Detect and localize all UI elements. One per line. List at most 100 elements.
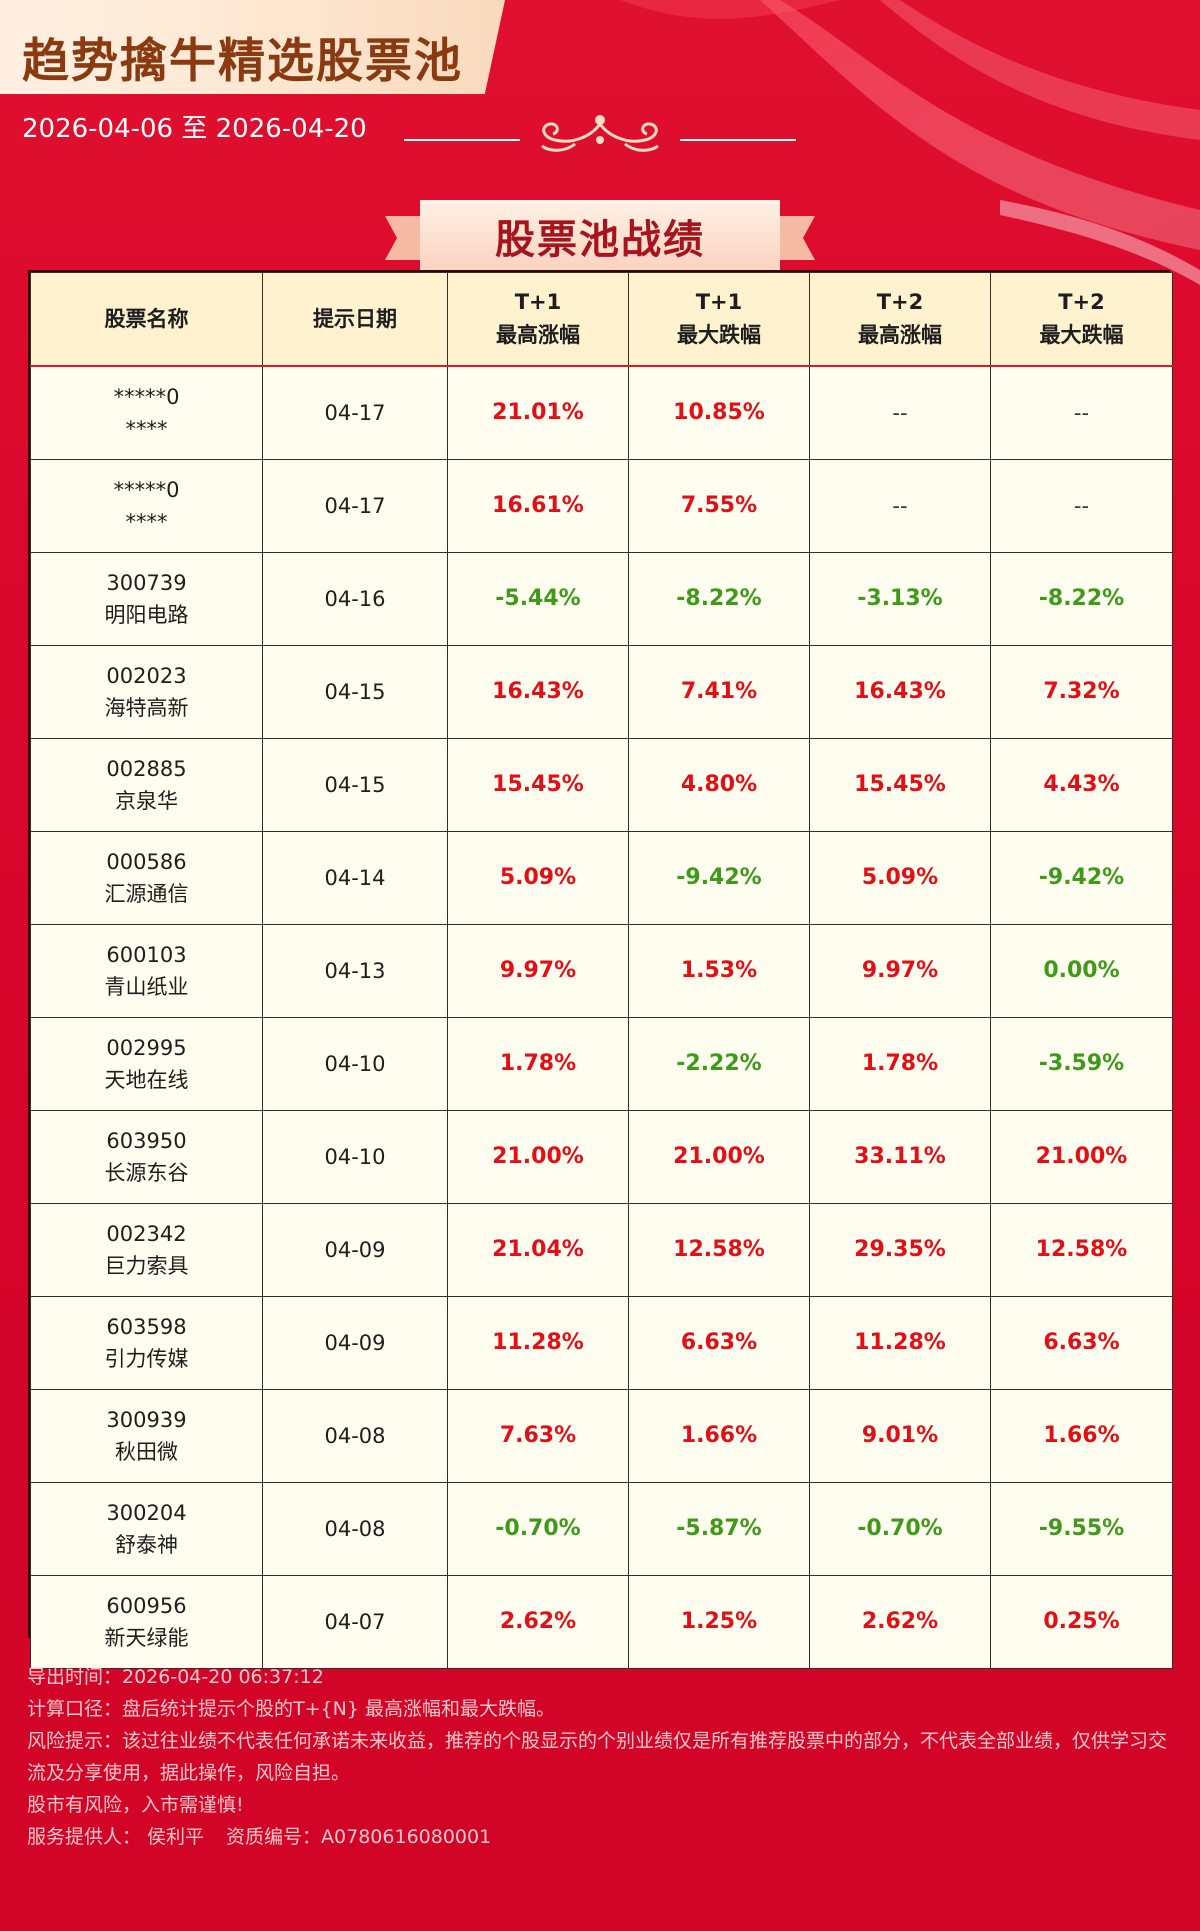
alert-date: 04-15 xyxy=(262,645,448,739)
flourish-ornament-icon xyxy=(404,115,796,152)
stock-cell: 002342 巨力索具 xyxy=(30,1203,263,1297)
stock-cell: 300739 明阳电路 xyxy=(30,552,263,646)
stock-cell: *****0 **** xyxy=(30,365,263,460)
stock-name: 京泉华 xyxy=(115,789,178,813)
stock-name: 汇源通信 xyxy=(104,882,189,906)
stock-code: 300739 xyxy=(106,571,187,595)
stock-name: 海特高新 xyxy=(104,696,189,720)
t2-low-value: -8.22% xyxy=(990,552,1173,646)
t2-low-value: 7.32% xyxy=(990,645,1173,739)
stock-cell: 002885 京泉华 xyxy=(30,738,263,832)
t2-high-value: 33.11% xyxy=(809,1110,991,1204)
alert-date: 04-08 xyxy=(262,1389,448,1483)
export-time: 导出时间：2026-04-20 06:37:12 xyxy=(27,1666,324,1688)
t1-low-value: 6.63% xyxy=(628,1296,810,1390)
date-range: 2026-04-06 至 2026-04-20 xyxy=(22,114,367,144)
t1-low-value: -2.22% xyxy=(628,1017,810,1111)
stock-name: 新天绿能 xyxy=(104,1626,189,1650)
t2-low-value: 6.63% xyxy=(990,1296,1173,1390)
calc-method: 计算口径：盘后统计提示个股的T+{N} 最高涨幅和最大跌幅。 xyxy=(27,1698,555,1720)
t2-low-value: 4.43% xyxy=(990,738,1173,832)
t2-high-value: 11.28% xyxy=(809,1296,991,1390)
alert-date: 04-13 xyxy=(262,924,448,1018)
stock-cell: *****0 **** xyxy=(30,459,263,553)
table-row: 000586 汇源通信 04-14 5.09% -9.42% 5.09% -9.42% xyxy=(30,831,1173,925)
t2-high-value: 29.35% xyxy=(809,1203,991,1297)
stock-cell: 000586 汇源通信 xyxy=(30,831,263,925)
stock-code: 600956 xyxy=(106,1594,187,1618)
market-warning: 股市有风险，入市需谨慎! xyxy=(27,1794,244,1816)
stock-code: 603598 xyxy=(106,1315,187,1339)
table-row: 300739 明阳电路 04-16 -5.44% -8.22% -3.13% -8.22% xyxy=(30,552,1173,646)
header-stock-name: 股票名称 xyxy=(30,272,263,367)
table-row: 002995 天地在线 04-10 1.78% -2.22% 1.78% -3.59% xyxy=(30,1017,1173,1111)
t1-high-value: 21.00% xyxy=(447,1110,629,1204)
alert-date: 04-14 xyxy=(262,831,448,925)
stock-code: 002885 xyxy=(106,757,187,781)
stock-cell: 600103 青山纸业 xyxy=(30,924,263,1018)
t2-low-value: -3.59% xyxy=(990,1017,1173,1111)
header-alert-date: 提示日期 xyxy=(262,272,448,367)
stock-code: 300204 xyxy=(106,1501,187,1525)
t1-high-value: 2.62% xyxy=(447,1575,629,1669)
t1-low-value: -9.42% xyxy=(628,831,810,925)
alert-date: 04-09 xyxy=(262,1203,448,1297)
stock-name: 天地在线 xyxy=(104,1068,189,1092)
stock-cell: 600956 新天绿能 xyxy=(30,1575,263,1669)
t2-low-value: 0.00% xyxy=(990,924,1173,1018)
stock-code: 603950 xyxy=(106,1129,187,1153)
table-row: 600103 青山纸业 04-13 9.97% 1.53% 9.97% 0.00% xyxy=(30,924,1173,1018)
stock-name: 长源东谷 xyxy=(104,1161,189,1185)
license-number: 资质编号：A0780616080001 xyxy=(226,1826,492,1848)
section-title: 股票池战绩 xyxy=(495,217,705,263)
t2-high-value: -- xyxy=(809,365,991,460)
performance-table: 股票名称 提示日期 T+1 最高涨幅 T+1 最大跌幅 T+2 最高涨幅 T+2 最大跌… xyxy=(28,270,1173,1669)
stock-name: 青山纸业 xyxy=(104,975,189,999)
alert-date: 04-15 xyxy=(262,738,448,832)
alert-date: 04-09 xyxy=(262,1296,448,1390)
t2-high-value: 5.09% xyxy=(809,831,991,925)
provider: 服务提供人： 侯利平 xyxy=(27,1826,205,1848)
header-t1-low: T+1 最大跌幅 xyxy=(628,272,810,367)
header-t2-high: T+2 最高涨幅 xyxy=(809,272,991,367)
t1-low-value: 10.85% xyxy=(628,365,810,460)
stock-code: 002023 xyxy=(106,664,187,688)
alert-date: 04-08 xyxy=(262,1482,448,1576)
t2-high-value: 2.62% xyxy=(809,1575,991,1669)
alert-date: 04-07 xyxy=(262,1575,448,1669)
page-title: 趋势擒牛精选股票池 xyxy=(22,34,463,89)
stock-cell: 300939 秋田微 xyxy=(30,1389,263,1483)
t2-low-value: -- xyxy=(990,459,1173,553)
table-row: 300939 秋田微 04-08 7.63% 1.66% 9.01% 1.66% xyxy=(30,1389,1173,1483)
stock-name: **** xyxy=(125,417,168,441)
provider-line: 服务提供人： 侯利平 资质编号：A0780616080001 xyxy=(27,1821,1177,1853)
t1-high-value: 21.01% xyxy=(447,365,629,460)
stock-cell: 002023 海特高新 xyxy=(30,645,263,739)
risk-notice: 风险提示：该过往业绩不代表任何承诺未来收益，推荐的个股显示的个别业绩仅是所有推荐… xyxy=(27,1730,1168,1784)
t2-low-value: -9.42% xyxy=(990,831,1173,925)
alert-date: 04-17 xyxy=(262,365,448,460)
t1-high-value: 16.61% xyxy=(447,459,629,553)
alert-date: 04-10 xyxy=(262,1017,448,1111)
t1-high-value: 15.45% xyxy=(447,738,629,832)
alert-date: 04-10 xyxy=(262,1110,448,1204)
stock-cell: 603950 长源东谷 xyxy=(30,1110,263,1204)
t2-high-value: -3.13% xyxy=(809,552,991,646)
t2-low-value: 1.66% xyxy=(990,1389,1173,1483)
stock-code: 002995 xyxy=(106,1036,187,1060)
t2-high-value: 9.01% xyxy=(809,1389,991,1483)
stock-cell: 603598 引力传媒 xyxy=(30,1296,263,1390)
t1-low-value: -8.22% xyxy=(628,552,810,646)
stock-code: 002342 xyxy=(106,1222,187,1246)
t2-high-value: -- xyxy=(809,459,991,553)
t1-low-value: 7.41% xyxy=(628,645,810,739)
stock-name: 舒泰神 xyxy=(115,1533,178,1557)
stock-code: 600103 xyxy=(106,943,187,967)
stock-name: 秋田微 xyxy=(115,1440,178,1464)
t1-high-value: 7.63% xyxy=(447,1389,629,1483)
t1-low-value: 1.66% xyxy=(628,1389,810,1483)
t1-low-value: 21.00% xyxy=(628,1110,810,1204)
stock-code: *****0 xyxy=(113,385,180,409)
t1-low-value: 12.58% xyxy=(628,1203,810,1297)
stock-cell: 002995 天地在线 xyxy=(30,1017,263,1111)
